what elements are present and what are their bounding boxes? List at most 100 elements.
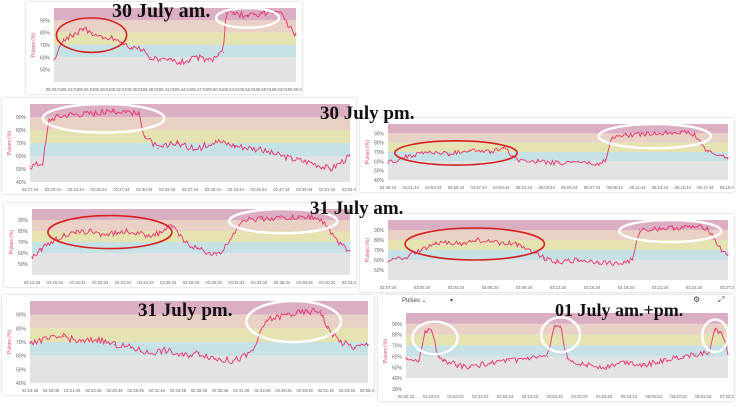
x-tick-label: 05:47:01 bbox=[191, 87, 208, 92]
panel-30-july-pm-right: 90% 80% 70% 60% 50% 40% Pulses (%) 04:48:44 04:5… bbox=[360, 118, 734, 192]
data-point bbox=[111, 37, 113, 39]
data-point bbox=[693, 226, 695, 228]
x-tick-label: 05:44:01 bbox=[175, 87, 192, 92]
data-point bbox=[215, 139, 217, 141]
data-point bbox=[559, 325, 562, 327]
chart-title-31-july-am: 31 July am. bbox=[310, 198, 404, 219]
x-tick-label: 04:34:34 bbox=[251, 280, 268, 285]
data-point bbox=[618, 263, 620, 265]
data-point bbox=[157, 147, 159, 149]
data-point bbox=[720, 249, 722, 251]
y-axis-label: Pulses (%) bbox=[383, 339, 389, 364]
data-point bbox=[625, 134, 627, 136]
y-tick-label: 50% bbox=[16, 167, 27, 173]
data-point bbox=[577, 160, 579, 162]
highlight-ellipse-white bbox=[227, 207, 339, 235]
data-point bbox=[489, 362, 491, 364]
data-point bbox=[469, 149, 471, 151]
y-tick-label: 50% bbox=[16, 367, 27, 373]
data-point bbox=[176, 142, 178, 144]
data-point bbox=[553, 327, 555, 329]
data-point bbox=[431, 329, 433, 331]
data-point bbox=[624, 361, 626, 363]
data-point bbox=[247, 14, 249, 16]
data-point bbox=[125, 109, 127, 112]
band-2 bbox=[406, 334, 728, 346]
data-point bbox=[31, 256, 33, 258]
y-tick-label: 60% bbox=[18, 251, 29, 257]
data-point bbox=[217, 54, 220, 56]
x-tick-label: 03:12:34 bbox=[550, 285, 567, 290]
data-point bbox=[679, 130, 681, 133]
data-point bbox=[349, 155, 351, 157]
data-point bbox=[181, 355, 183, 357]
data-point bbox=[367, 344, 369, 346]
x-tick-label: 05:09:44 bbox=[607, 185, 624, 190]
y-tick-label: 60% bbox=[40, 55, 51, 61]
expand-icon[interactable]: ⤢ bbox=[718, 295, 725, 304]
x-tick-label: 04:36:34 bbox=[274, 280, 291, 285]
data-point bbox=[387, 261, 389, 263]
y-tick-label: 90% bbox=[16, 115, 27, 121]
x-tick-label: 05:53:23 bbox=[646, 394, 663, 399]
y-tick-label: 30% bbox=[392, 387, 403, 393]
x-tick-label: 05:35:01 bbox=[127, 87, 144, 92]
data-point bbox=[198, 56, 200, 58]
chart-p6: 90% 80% 70% 60% 50% 40% Pulses (%) 02:16:46 02:1… bbox=[7, 299, 374, 393]
x-tick-label: 04:57:44 bbox=[471, 185, 488, 190]
panel-30-july-pm-left: 90% 80% 70% 60% 50% 40% Pulses (%) 02:17:44 02:2… bbox=[2, 98, 356, 194]
chart-title-01-july: 01 July am.+pm. bbox=[555, 300, 684, 320]
chart-title-31-july-pm: 31 July pm. bbox=[138, 300, 233, 321]
data-point bbox=[253, 147, 255, 149]
data-point bbox=[330, 168, 332, 170]
x-tick-label: 02:49:44 bbox=[296, 187, 313, 192]
data-point bbox=[113, 344, 116, 346]
data-point bbox=[456, 364, 459, 366]
data-point bbox=[144, 135, 146, 138]
band-2 bbox=[32, 231, 350, 242]
x-tick-label: 02:53:44 bbox=[342, 187, 356, 192]
data-point bbox=[537, 160, 539, 162]
x-tick-label: 02:45:44 bbox=[250, 187, 267, 192]
data-point bbox=[605, 158, 607, 161]
data-point bbox=[101, 38, 103, 40]
data-point bbox=[605, 366, 607, 368]
data-point bbox=[63, 335, 65, 338]
data-point bbox=[63, 38, 65, 40]
series-select[interactable]: Pulses ⌄ bbox=[402, 297, 427, 304]
data-point bbox=[147, 352, 149, 354]
chevron-down-icon[interactable]: ▾ bbox=[450, 298, 454, 304]
y-axis-label: Pulses (%) bbox=[365, 140, 371, 165]
data-point bbox=[97, 338, 99, 340]
series-select-label: Pulses bbox=[402, 298, 421, 304]
y-tick-label: 40% bbox=[16, 180, 27, 186]
data-point bbox=[516, 158, 518, 161]
data-point bbox=[88, 230, 90, 232]
data-point bbox=[320, 309, 322, 312]
data-point bbox=[353, 346, 356, 349]
data-point bbox=[663, 360, 665, 362]
y-tick-label: 80% bbox=[16, 326, 27, 332]
data-point bbox=[50, 241, 52, 243]
x-tick-label: 02:28:46 bbox=[127, 388, 144, 393]
x-tick-label: 03:06:34 bbox=[482, 285, 499, 290]
data-point bbox=[209, 252, 211, 254]
data-point bbox=[516, 243, 518, 245]
x-tick-label: 05:11:44 bbox=[629, 185, 646, 190]
x-tick-label: 03:03:34 bbox=[448, 285, 465, 290]
x-tick-label: 05:38:01 bbox=[143, 87, 160, 92]
data-point bbox=[720, 331, 723, 334]
panel-30-july-am: 90% 80% 70% 60% 50% Pulses (%) 05:20:01 05:23:0… bbox=[26, 2, 302, 94]
gear-icon[interactable]: ⚙ bbox=[693, 295, 701, 304]
data-point bbox=[188, 59, 191, 61]
highlight-ellipse-white bbox=[214, 6, 281, 29]
series-line-pulses bbox=[53, 8, 297, 66]
series-line-pulses bbox=[31, 213, 350, 260]
y-axis-label: Pulses (%) bbox=[7, 330, 13, 355]
data-point bbox=[421, 249, 423, 251]
band-4 bbox=[54, 57, 296, 82]
data-point bbox=[577, 259, 579, 261]
x-tick-label: 02:47:44 bbox=[273, 187, 290, 192]
x-tick-label: 05:19:44 bbox=[720, 185, 734, 190]
data-point bbox=[75, 232, 78, 234]
